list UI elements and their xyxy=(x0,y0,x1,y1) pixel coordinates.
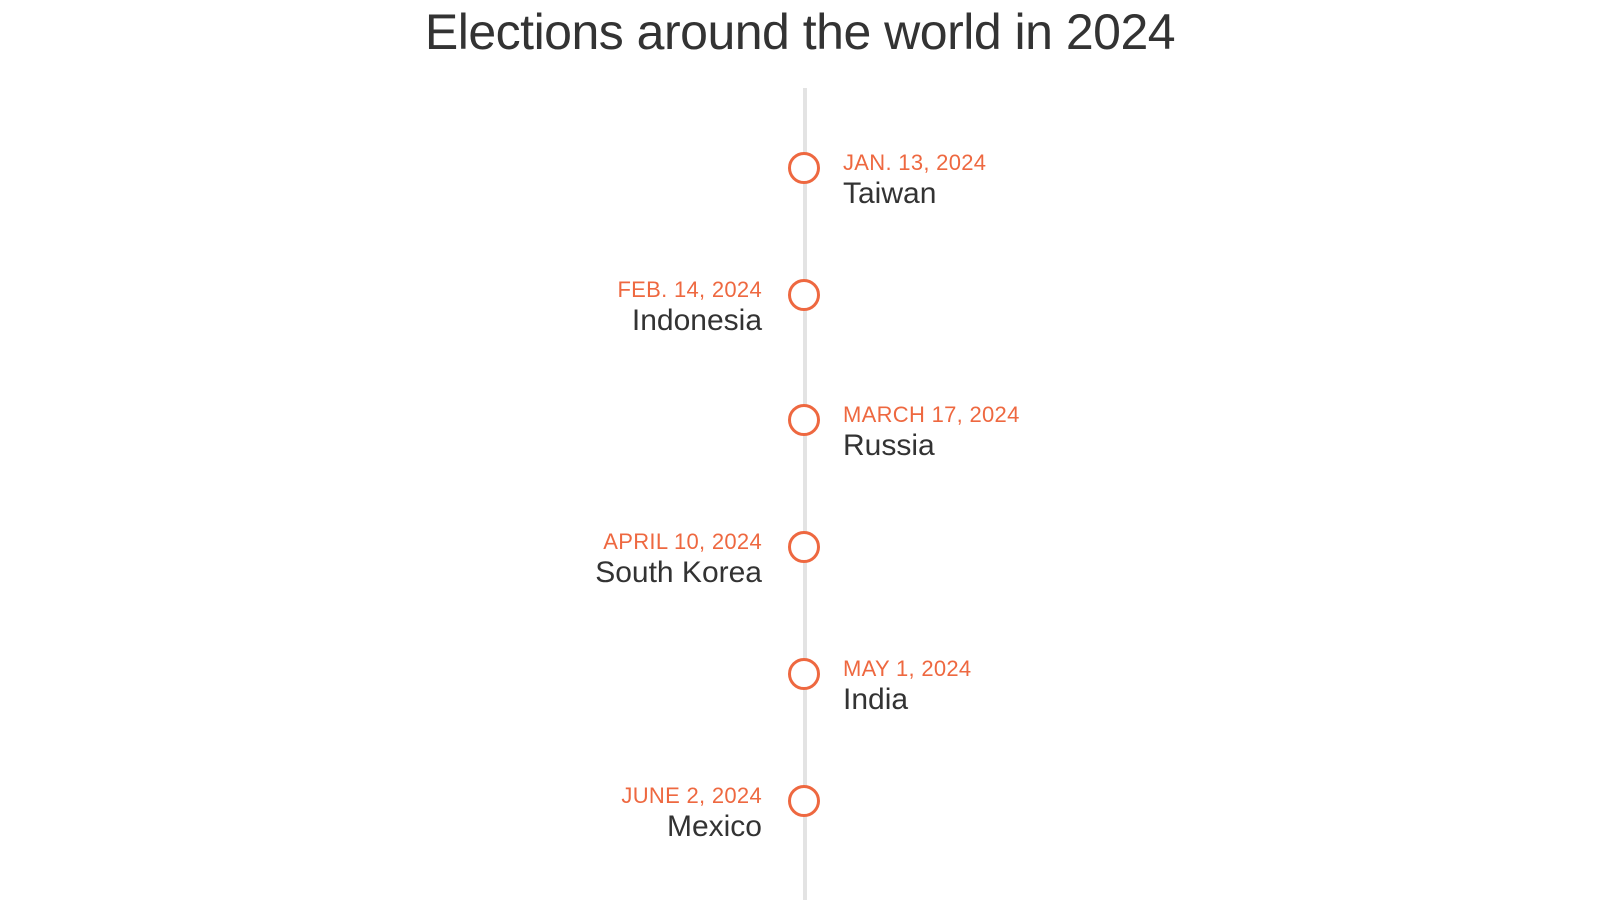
page-title: Elections around the world in 2024 xyxy=(424,4,1176,60)
timeline-marker-icon xyxy=(788,279,820,311)
timeline-axis xyxy=(803,88,807,900)
event-label: JAN. 13, 2024 Taiwan xyxy=(843,150,1403,212)
event-label: MARCH 17, 2024 Russia xyxy=(843,402,1403,464)
timeline-marker-icon xyxy=(788,404,820,436)
timeline-marker-icon xyxy=(788,785,820,817)
timeline-marker-icon xyxy=(788,152,820,184)
event-label: FEB. 14, 2024 Indonesia xyxy=(202,277,762,339)
event-date: JAN. 13, 2024 xyxy=(843,150,987,175)
timeline-marker-icon xyxy=(788,658,820,690)
event-date: APRIL 10, 2024 xyxy=(603,529,762,554)
event-country: Mexico xyxy=(666,810,762,843)
event-country: India xyxy=(843,683,909,716)
timeline-marker-icon xyxy=(788,531,820,563)
event-date: MARCH 17, 2024 xyxy=(843,402,1020,427)
event-date: FEB. 14, 2024 xyxy=(617,277,762,302)
event-date: MAY 1, 2024 xyxy=(843,656,972,681)
event-country: Taiwan xyxy=(843,177,937,210)
event-country: South Korea xyxy=(595,556,762,589)
event-date: JUNE 2, 2024 xyxy=(621,783,762,808)
event-label: MAY 1, 2024 India xyxy=(843,656,1403,718)
event-label: APRIL 10, 2024 South Korea xyxy=(202,529,762,591)
event-country: Russia xyxy=(843,429,935,462)
event-label: JUNE 2, 2024 Mexico xyxy=(202,783,762,845)
event-country: Indonesia xyxy=(631,304,762,337)
